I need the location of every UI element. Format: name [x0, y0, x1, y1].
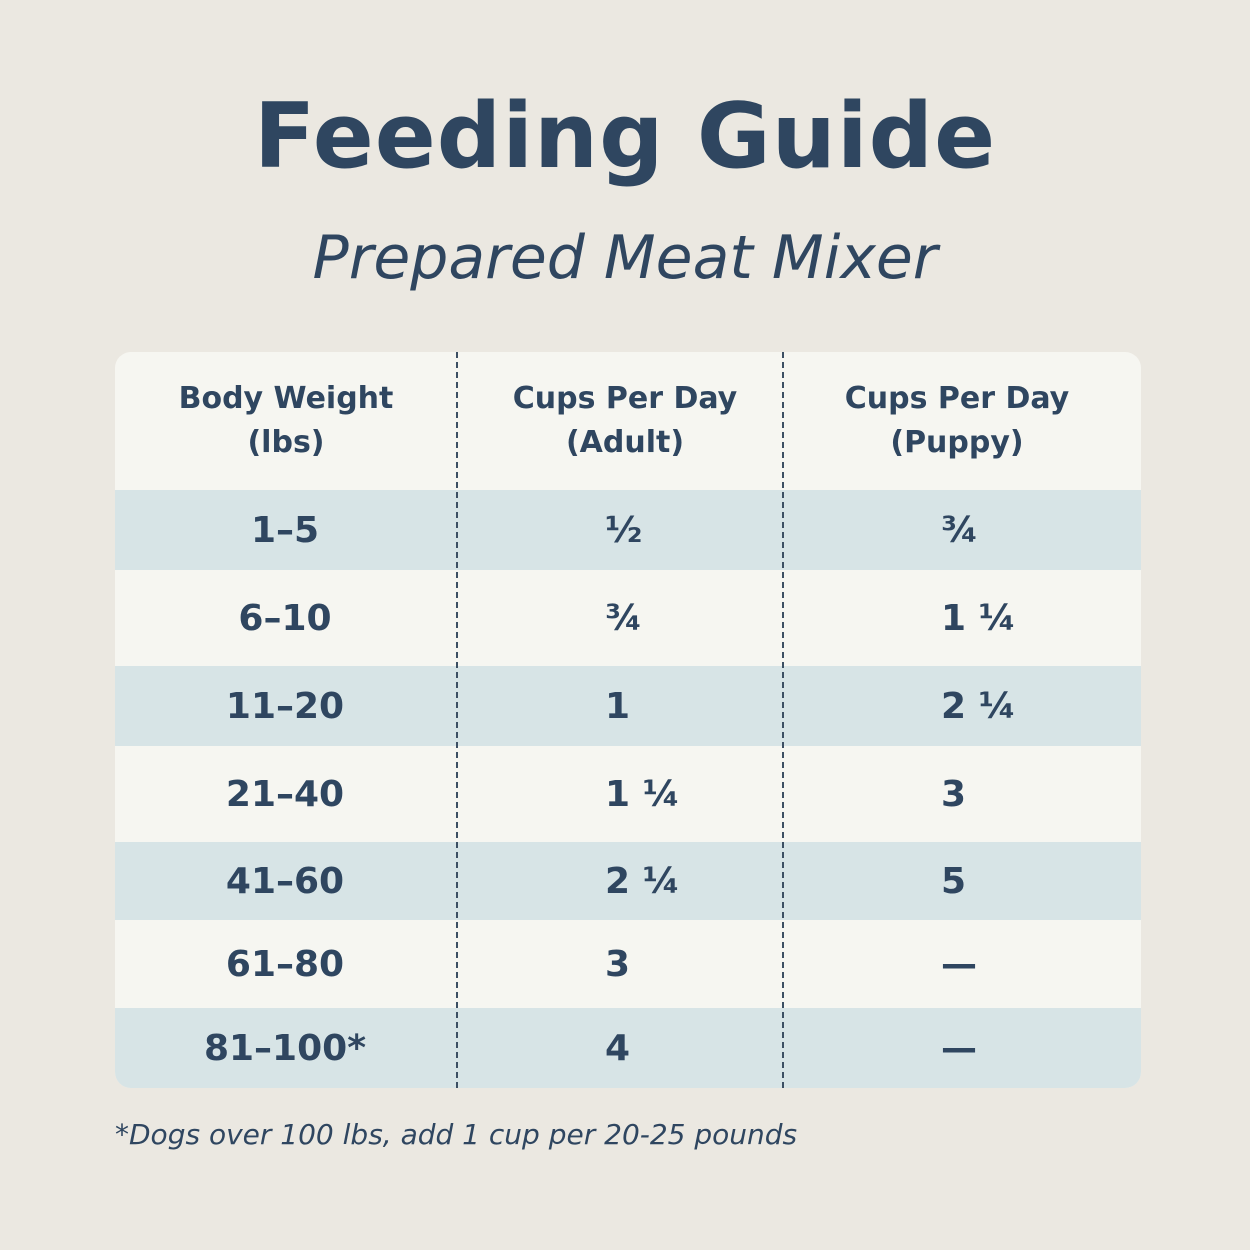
column-divider: [782, 352, 784, 1088]
cell-puppy: —: [941, 943, 977, 985]
cell-weight: 61–80: [225, 943, 345, 985]
feeding-table: Body Weight (lbs) Cups Per Day (Adult) C…: [115, 352, 1141, 1088]
header-cups-adult: Cups Per Day (Adult): [475, 352, 775, 490]
cell-adult: ¾: [605, 597, 643, 639]
cell-puppy: ¾: [941, 509, 979, 551]
cell-adult: 3: [605, 943, 631, 985]
header-cups-puppy: Cups Per Day (Puppy): [807, 352, 1107, 490]
cell-weight: 1–5: [250, 509, 320, 551]
cell-puppy: 5: [941, 860, 967, 902]
cell-weight: 21–40: [225, 773, 345, 815]
header-body-weight-line1: Body Weight: [178, 381, 394, 416]
cell-adult: ½: [605, 509, 643, 551]
page-subtitle: Prepared Meat Mixer: [312, 223, 938, 293]
cell-puppy: 2 ¼: [941, 685, 1016, 727]
header-cups-adult-line1: Cups Per Day: [512, 381, 738, 416]
footnote: *Dogs over 100 lbs, add 1 cup per 20-25 …: [115, 1118, 798, 1151]
table-row: 1–5 ½ ¾: [115, 490, 1141, 570]
cell-weight: 6–10: [238, 597, 332, 639]
cell-weight: 41–60: [225, 860, 345, 902]
cell-adult: 4: [605, 1027, 631, 1069]
table-row: 21–40 1 ¼ 3: [115, 746, 1141, 842]
cell-adult: 1: [605, 685, 631, 727]
cell-weight: 11–20: [225, 685, 345, 727]
header-cups-puppy-line2: (Puppy): [890, 425, 1024, 460]
cell-adult: 1 ¼: [605, 773, 680, 815]
cell-adult: 2 ¼: [605, 860, 680, 902]
header-body-weight: Body Weight (lbs): [155, 352, 417, 490]
cell-puppy: 1 ¼: [941, 597, 1016, 639]
cell-weight: 81–100*: [203, 1027, 367, 1069]
column-divider: [456, 352, 458, 1088]
table-row: 11–20 1 2 ¼: [115, 666, 1141, 746]
table-row: 41–60 2 ¼ 5: [115, 842, 1141, 920]
page-title: Feeding Guide: [253, 84, 997, 189]
header-cups-puppy-line1: Cups Per Day: [844, 381, 1070, 416]
header-body-weight-line2: (lbs): [247, 425, 325, 460]
cell-puppy: 3: [941, 773, 967, 815]
table-row: 6–10 ¾ 1 ¼: [115, 570, 1141, 666]
table-row: 81–100* 4 —: [115, 1008, 1141, 1088]
table-row: 61–80 3 —: [115, 920, 1141, 1008]
header-cups-adult-line2: (Adult): [565, 425, 685, 460]
cell-puppy: —: [941, 1027, 977, 1069]
